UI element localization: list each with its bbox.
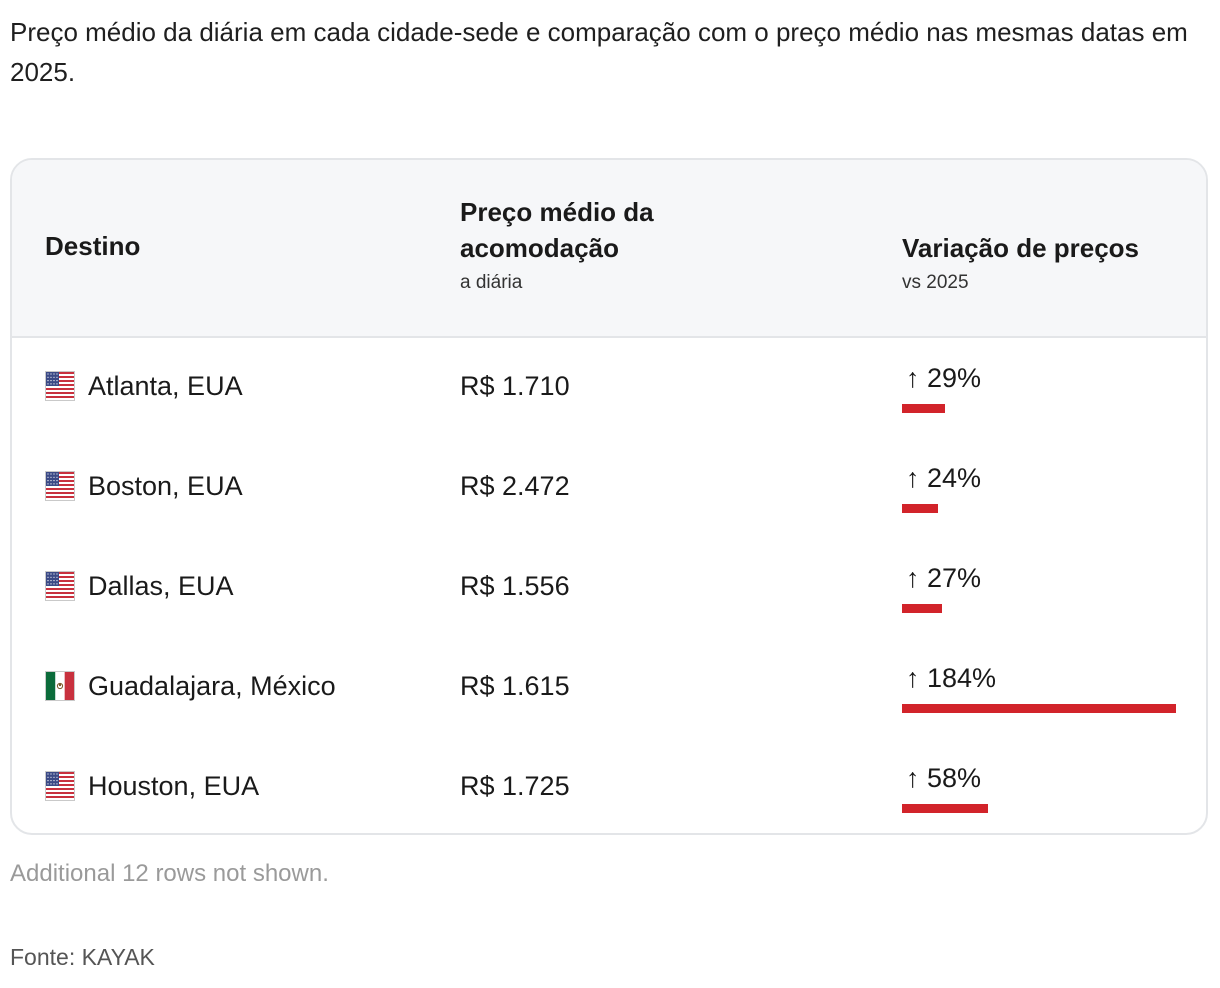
variacao-bar <box>902 504 938 513</box>
header-preco-sublabel: a diária <box>460 272 523 293</box>
variacao-bar <box>902 804 988 813</box>
source-note: Fonte: KAYAK <box>10 944 155 970</box>
table-row: Houston, EUA R$ 1.725 ↑ 58% <box>12 738 1206 833</box>
chart-subtitle: Preço médio da diária em cada cidade-sed… <box>10 17 1188 87</box>
preco-cell: R$ 2.472 <box>460 471 570 501</box>
header-variacao-sublabel: vs 2025 <box>902 272 969 293</box>
variacao-label: ↑ 184% <box>906 663 997 693</box>
preco-cell: R$ 1.725 <box>460 771 570 801</box>
destino-cell: Guadalajara, México <box>88 671 336 701</box>
preco-cell: R$ 1.710 <box>460 371 570 401</box>
table-row: Boston, EUA R$ 2.472 ↑ 24% <box>12 438 1206 538</box>
table-row: Atlanta, EUA R$ 1.710 ↑ 29% <box>12 338 1206 438</box>
header-variacao-label: Variação de preços <box>902 233 1140 263</box>
mexico-flag-icon <box>45 671 75 701</box>
us-flag-icon <box>45 471 75 501</box>
destino-cell: Houston, EUA <box>88 771 260 801</box>
price-table: Destino Preço médio da acomodação a diár… <box>10 158 1208 835</box>
variacao-label: ↑ 29% <box>906 363 982 393</box>
destino-cell: Atlanta, EUA <box>88 371 243 401</box>
header-destino-label: Destino <box>45 231 141 261</box>
variacao-label: ↑ 27% <box>906 563 982 593</box>
preco-cell: R$ 1.615 <box>460 671 570 701</box>
us-flag-icon <box>45 371 75 401</box>
variacao-bar <box>902 704 1176 713</box>
table-header: Destino Preço médio da acomodação a diár… <box>12 160 1206 338</box>
table-row: Guadalajara, México R$ 1.615 ↑ 184% <box>12 638 1206 738</box>
variacao-label: ↑ 24% <box>906 463 982 493</box>
table-row: Dallas, EUA R$ 1.556 ↑ 27% <box>12 538 1206 638</box>
us-flag-icon <box>45 571 75 601</box>
destino-cell: Dallas, EUA <box>88 571 234 601</box>
preco-cell: R$ 1.556 <box>460 571 570 601</box>
destino-cell: Boston, EUA <box>88 471 243 501</box>
us-flag-icon <box>45 771 75 801</box>
variacao-label: ↑ 58% <box>906 763 982 793</box>
header-destino[interactable]: Destino <box>45 228 140 264</box>
variacao-bar <box>902 604 942 613</box>
header-variacao[interactable]: Variação de preços vs 2025 <box>902 230 1139 294</box>
header-preco[interactable]: Preço médio da acomodação a diária <box>460 194 720 294</box>
rows-hidden-note: Additional 12 rows not shown. <box>10 860 329 887</box>
variacao-bar <box>902 404 945 413</box>
header-preco-label: Preço médio da acomodação <box>460 197 654 263</box>
